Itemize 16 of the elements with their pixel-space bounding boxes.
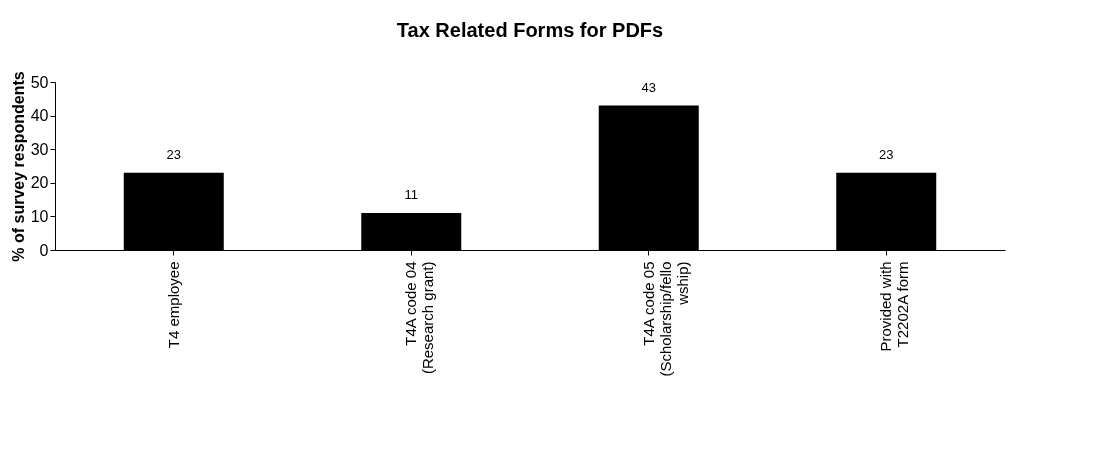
data-label: 11 <box>404 187 418 203</box>
y-tick-label: 50 <box>30 73 49 91</box>
data-label: 23 <box>166 146 181 162</box>
y-tick-label: 20 <box>30 174 49 192</box>
data-label: 43 <box>641 79 656 95</box>
y-tick-label: 10 <box>30 207 49 225</box>
chart-title: Tax Related Forms for PDFs <box>396 18 664 41</box>
x-tick-label: T4A code 04 (Research grant) <box>402 261 437 375</box>
y-tick-label: 0 <box>39 241 49 259</box>
data-label: 23 <box>879 146 894 162</box>
x-tick-label: T4 employee <box>164 261 182 349</box>
x-tick-label: Provided with T2202A form <box>877 261 912 352</box>
y-tick-label: 30 <box>30 140 49 158</box>
y-tick-label: 40 <box>30 107 49 125</box>
y-axis-title: % of survey respondents <box>9 71 27 262</box>
x-tick-label: T4A code 05 (Scholarship/fello wship) <box>639 261 691 377</box>
